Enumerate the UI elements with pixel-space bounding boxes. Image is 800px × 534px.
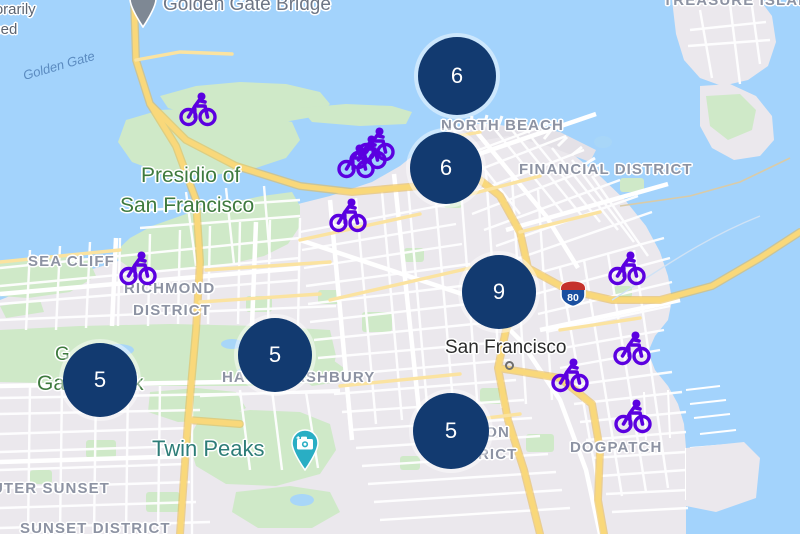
bike-station-marker[interactable] [612, 329, 652, 367]
yellow-secondary [0, 50, 642, 422]
cluster-count: 5 [444, 418, 458, 443]
highway-101-bridge [131, 0, 473, 195]
golden-gate-bridge-pin-icon[interactable] [126, 0, 160, 28]
park-lake-merced-strip [0, 300, 44, 318]
bike-station-marker[interactable] [118, 249, 158, 287]
highways-fill [131, 0, 800, 534]
shield-number-text: 80 [567, 292, 579, 304]
cluster-marker-north-beach[interactable]: 6 [410, 132, 482, 204]
bike-station-marker[interactable] [613, 397, 653, 435]
cluster-marker-soma[interactable]: 9 [462, 255, 536, 329]
city-dot-san-francisco [505, 361, 514, 370]
bike-station-marker[interactable] [328, 196, 368, 234]
cluster-count: 5 [93, 367, 107, 392]
park-mt-sutro [148, 388, 246, 422]
cluster-count: 9 [492, 279, 506, 304]
highway-i280-split [495, 365, 607, 534]
highway-shield-i80: 80 [558, 279, 588, 309]
cluster-count: 5 [268, 342, 282, 367]
bay-contour [611, 215, 761, 301]
yerba-buena-green [706, 94, 756, 140]
bike-station-marker[interactable] [356, 125, 396, 163]
highway-park-presidio-link [185, 417, 243, 427]
cluster-marker-mission[interactable]: 5 [413, 393, 489, 469]
bay-bridge-causeway [619, 157, 791, 207]
bike-station-marker[interactable] [178, 90, 218, 128]
cluster-count: 6 [450, 63, 464, 88]
cluster-count: 6 [439, 155, 453, 180]
pier-south [686, 442, 760, 512]
viewpoint-camera-pin-icon[interactable] [288, 427, 322, 471]
park-crissy-field [300, 104, 412, 126]
park-twin-peaks [188, 410, 336, 486]
bike-station-marker[interactable] [550, 356, 590, 394]
cluster-marker-north-beach-top[interactable]: 6 [418, 37, 496, 115]
cluster-marker-haight[interactable]: 5 [238, 318, 312, 392]
park-glen-canyon [232, 486, 340, 528]
cluster-marker-golden-gate-park[interactable]: 5 [63, 343, 137, 417]
bike-station-marker[interactable] [607, 249, 647, 287]
